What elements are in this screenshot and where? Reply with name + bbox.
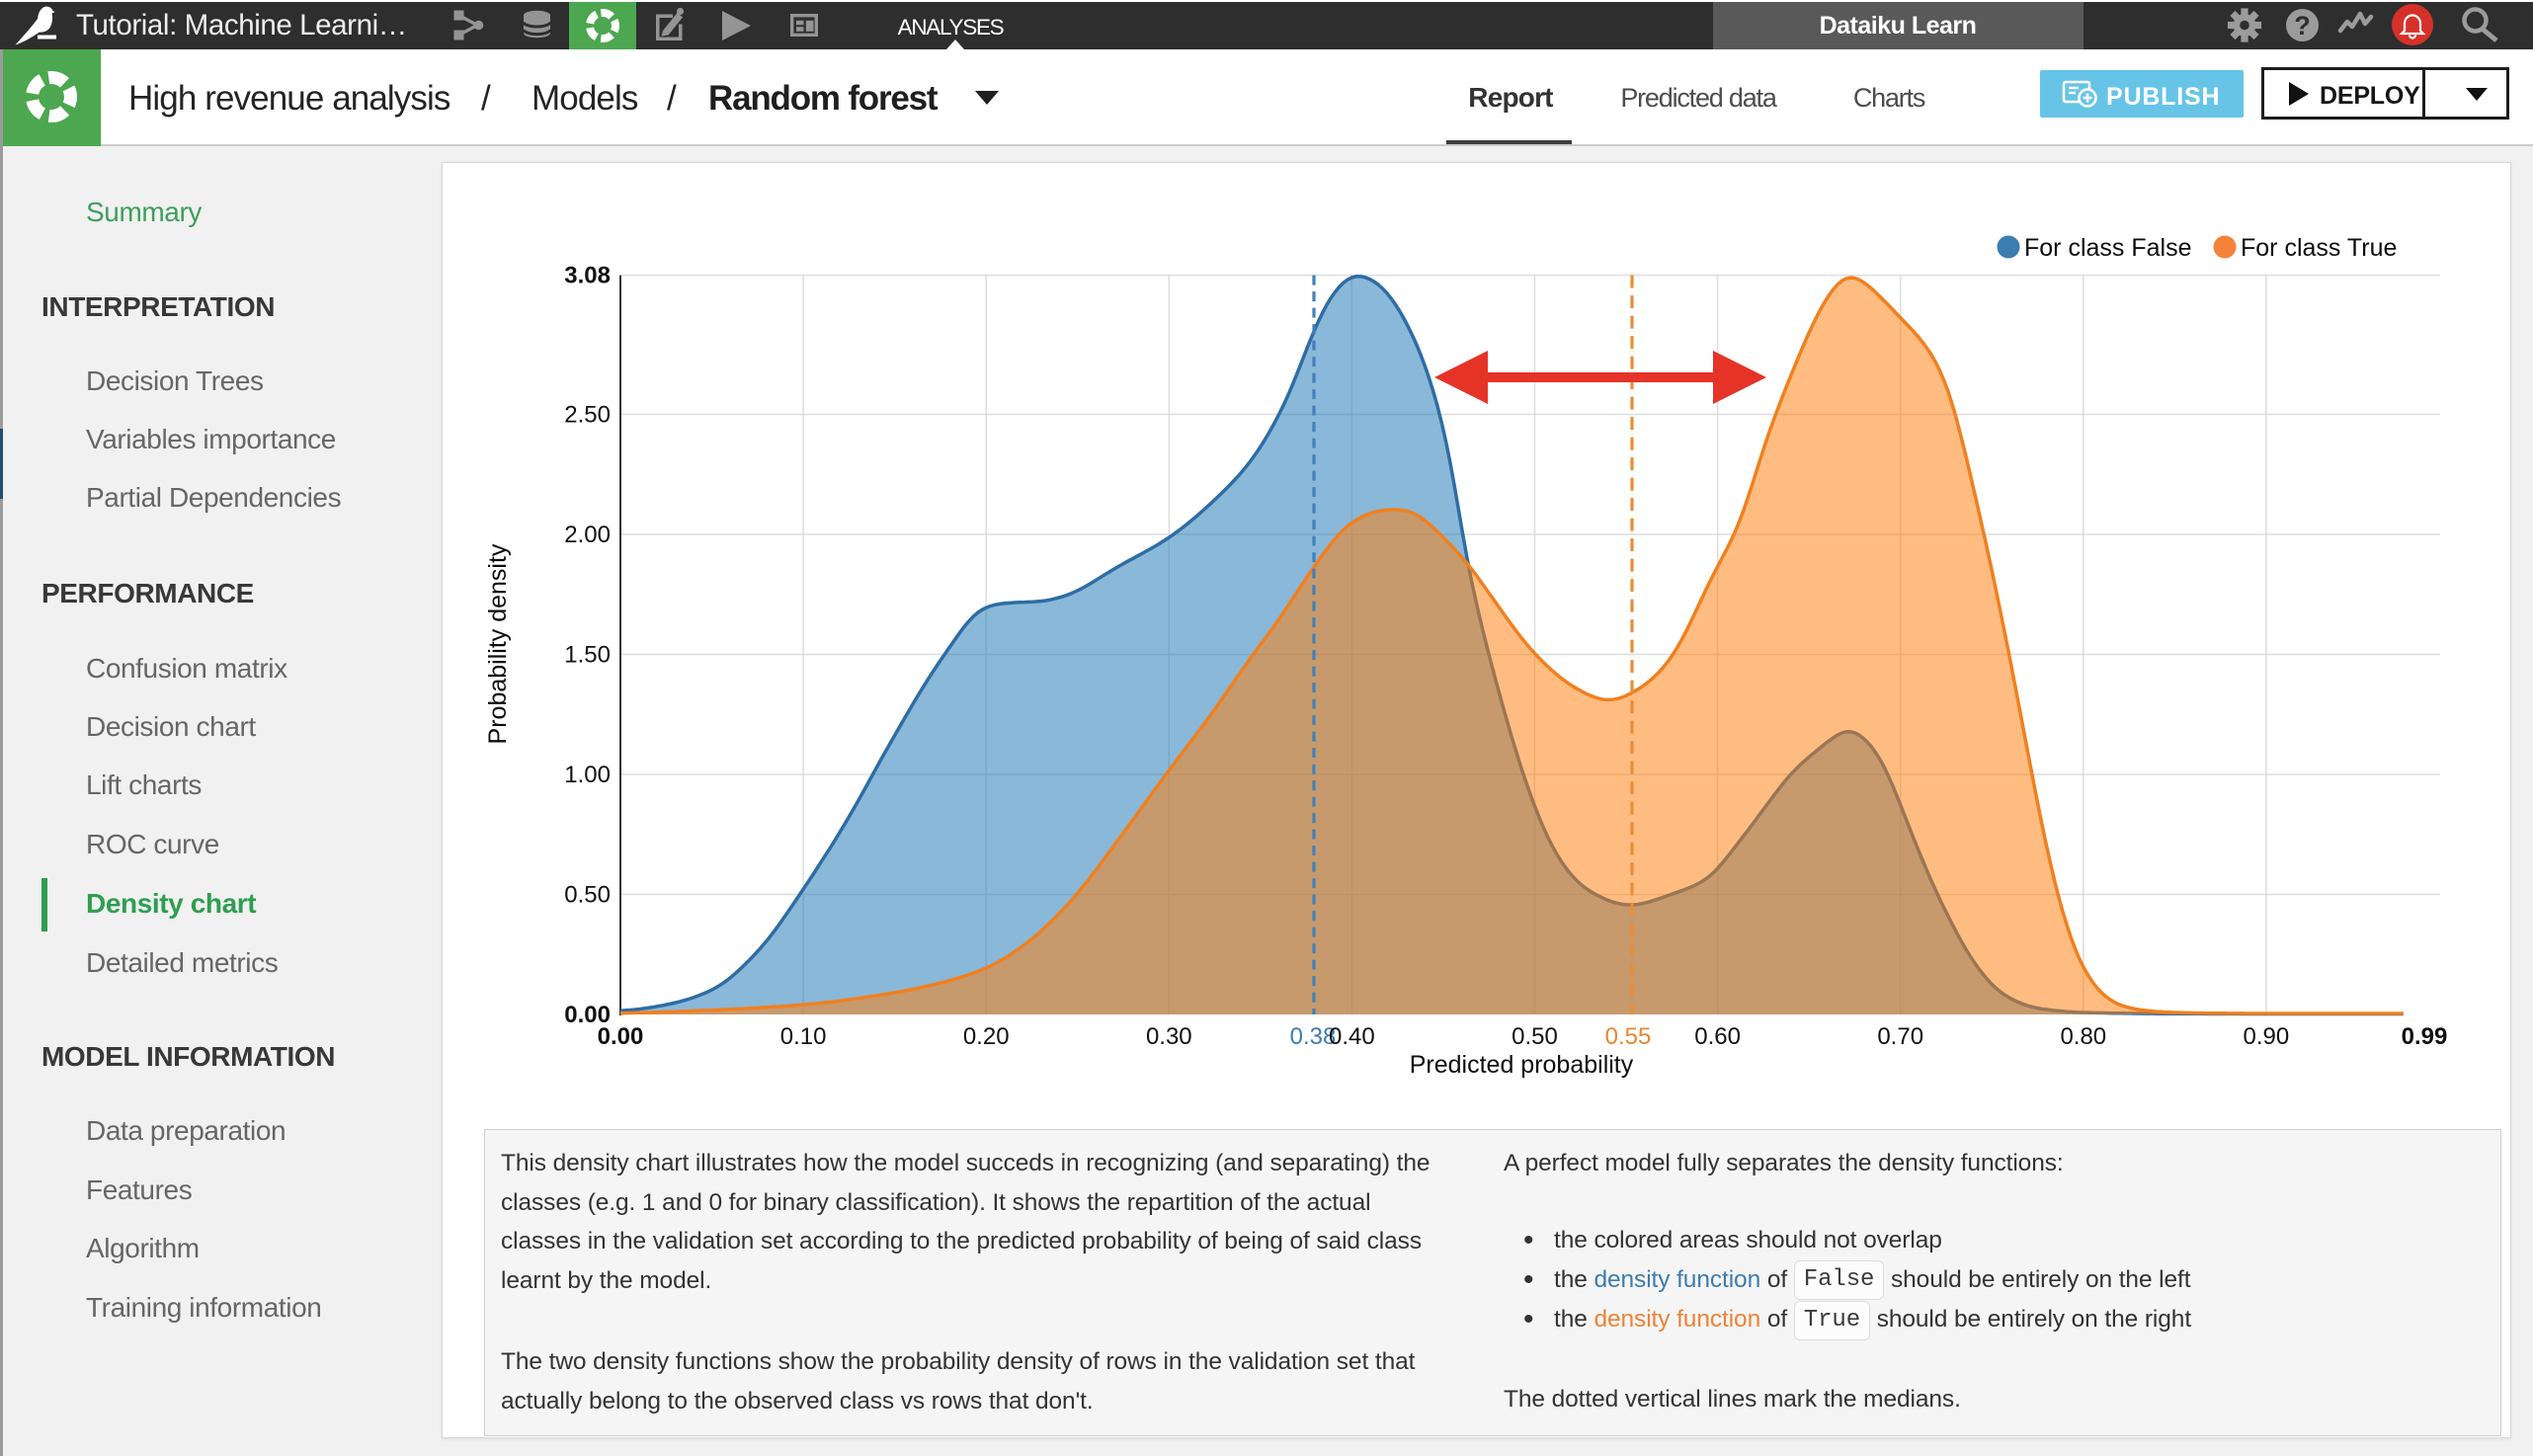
svg-text:0.50: 0.50 [1512, 1023, 1558, 1050]
svg-text:0.90: 0.90 [2244, 1023, 2290, 1050]
svg-text:0.10: 0.10 [780, 1023, 827, 1050]
svg-text:0.30: 0.30 [1146, 1023, 1192, 1050]
svg-text:0.50: 0.50 [564, 882, 611, 909]
svg-text:ANALYSES: ANALYSES [898, 15, 1004, 40]
svg-text:For class True: For class True [2241, 234, 2397, 262]
svg-text:0.99: 0.99 [2402, 1023, 2448, 1050]
svg-text:1.50: 1.50 [564, 642, 611, 669]
svg-text:0.00: 0.00 [564, 1002, 611, 1028]
svg-text:For class False: For class False [2024, 234, 2191, 262]
svg-text:0.20: 0.20 [963, 1023, 1010, 1050]
svg-text:0.60: 0.60 [1694, 1023, 1741, 1050]
svg-text:0.55: 0.55 [1605, 1023, 1652, 1050]
svg-text:0.38: 0.38 [1290, 1023, 1337, 1050]
svg-text:Dataiku Learn: Dataiku Learn [1820, 12, 1977, 40]
svg-text:0.70: 0.70 [1877, 1023, 1923, 1050]
svg-text:Probability density: Probability density [484, 543, 512, 744]
svg-text:2.00: 2.00 [564, 522, 611, 548]
svg-text:?: ? [2294, 11, 2311, 40]
svg-text:0.80: 0.80 [2060, 1023, 2106, 1050]
svg-text:0.00: 0.00 [598, 1023, 644, 1050]
svg-text:0.40: 0.40 [1329, 1023, 1375, 1050]
svg-text:Predicted probability: Predicted probability [1410, 1051, 1634, 1079]
svg-text:3.08: 3.08 [564, 263, 611, 289]
svg-text:1.00: 1.00 [564, 762, 611, 788]
svg-text:Tutorial: Machine Learni…: Tutorial: Machine Learni… [76, 9, 407, 41]
svg-text:2.50: 2.50 [564, 402, 611, 429]
